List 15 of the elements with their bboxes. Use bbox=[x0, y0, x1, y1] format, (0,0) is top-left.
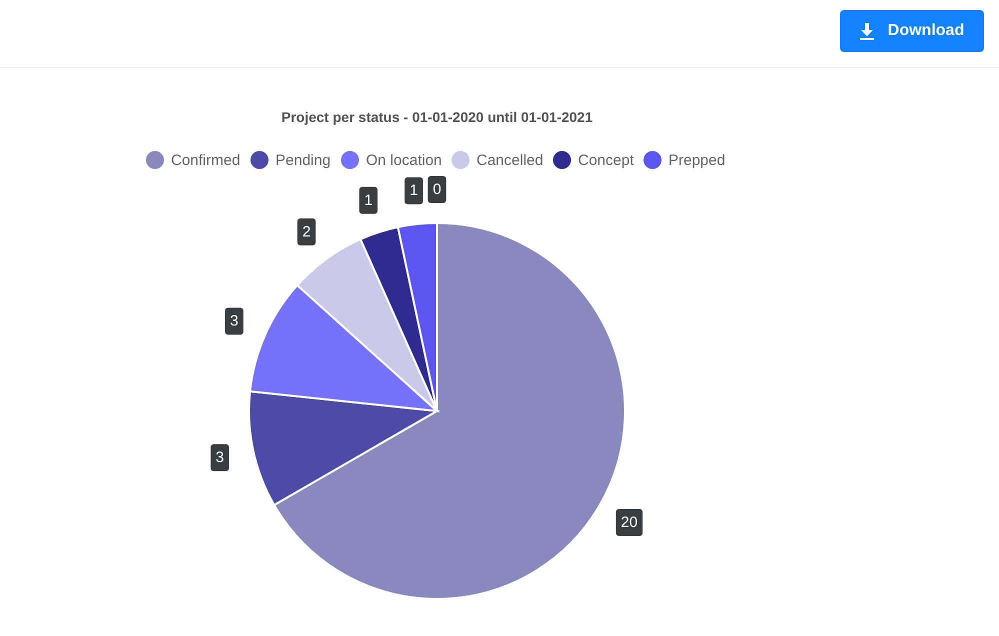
legend-label: Prepped bbox=[668, 152, 726, 169]
data-label: 2 bbox=[302, 223, 311, 240]
data-label: 3 bbox=[230, 312, 238, 330]
data-label: 1 bbox=[364, 192, 373, 209]
download-button[interactable]: Download bbox=[840, 10, 984, 52]
data-label: 3 bbox=[216, 449, 224, 466]
legend-label: Cancelled bbox=[476, 152, 544, 169]
legend-label: Pending bbox=[276, 152, 331, 169]
legend-label: Confirmed bbox=[171, 152, 240, 169]
legend-label: On location bbox=[366, 152, 442, 169]
data-label: 1 bbox=[410, 182, 418, 200]
data-label: 20 bbox=[620, 514, 638, 531]
legend-label: Concept bbox=[578, 152, 635, 169]
text: 0 bbox=[432, 181, 442, 198]
chart-title: Project per status - 01-01-2020 until 01-01-2021 bbox=[281, 109, 593, 125]
